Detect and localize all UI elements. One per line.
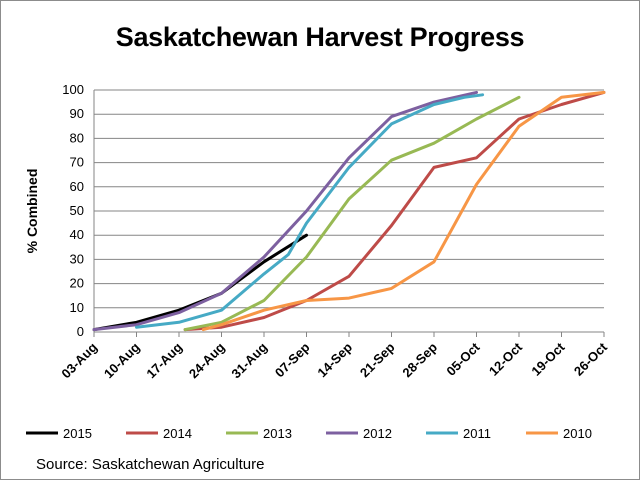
x-tick-label: 12-Oct [486, 339, 526, 379]
x-tick-label: 26-Oct [571, 339, 611, 379]
x-tick-label: 24-Aug [186, 339, 228, 381]
series-line-2011 [135, 93, 485, 329]
series-line-2010 [201, 90, 606, 332]
x-tick-label: 03-Aug [58, 339, 100, 381]
y-tick-label: 60 [70, 179, 84, 194]
y-tick-label: 100 [62, 82, 84, 97]
x-tick-label: 19-Oct [528, 339, 568, 379]
chart-title: Saskatchewan Harvest Progress [115, 22, 525, 52]
x-tick-label: 17-Aug [143, 339, 185, 381]
y-tick-label: 30 [70, 251, 84, 266]
source-note: Source: Saskatchewan Agriculture [36, 456, 265, 473]
x-tick-label: 07-Sep [272, 339, 313, 380]
legend-label-2015: 2015 [63, 426, 92, 441]
legend-label-2011: 2011 [463, 426, 491, 441]
legend-label-2014: 2014 [163, 426, 192, 441]
series-line-2012 [92, 90, 478, 332]
x-tick-label: 31-Aug [228, 339, 270, 381]
y-tick-label: 50 [70, 203, 84, 218]
y-tick-label: 0 [77, 324, 84, 339]
legend-label-2013: 2013 [263, 426, 292, 441]
x-tick-label: 10-Aug [101, 339, 143, 381]
x-tick-label: 05-Oct [443, 339, 483, 379]
series-line-2014 [183, 90, 606, 332]
x-tick-label: 21-Sep [357, 339, 398, 380]
y-tick-label: 70 [70, 155, 84, 170]
x-tick-label: 14-Sep [314, 339, 355, 380]
legend-label-2010: 2010 [563, 426, 592, 441]
y-tick-label: 40 [70, 227, 84, 242]
x-tick-label: 28-Sep [399, 339, 440, 380]
legend-label-2012: 2012 [363, 426, 392, 441]
y-tick-label: 80 [70, 130, 84, 145]
y-tick-label: 10 [70, 300, 84, 315]
y-tick-label: 20 [70, 276, 84, 291]
series-line-2013 [183, 95, 521, 332]
y-axis-label: % Combined [24, 169, 40, 254]
y-tick-label: 90 [70, 106, 84, 121]
